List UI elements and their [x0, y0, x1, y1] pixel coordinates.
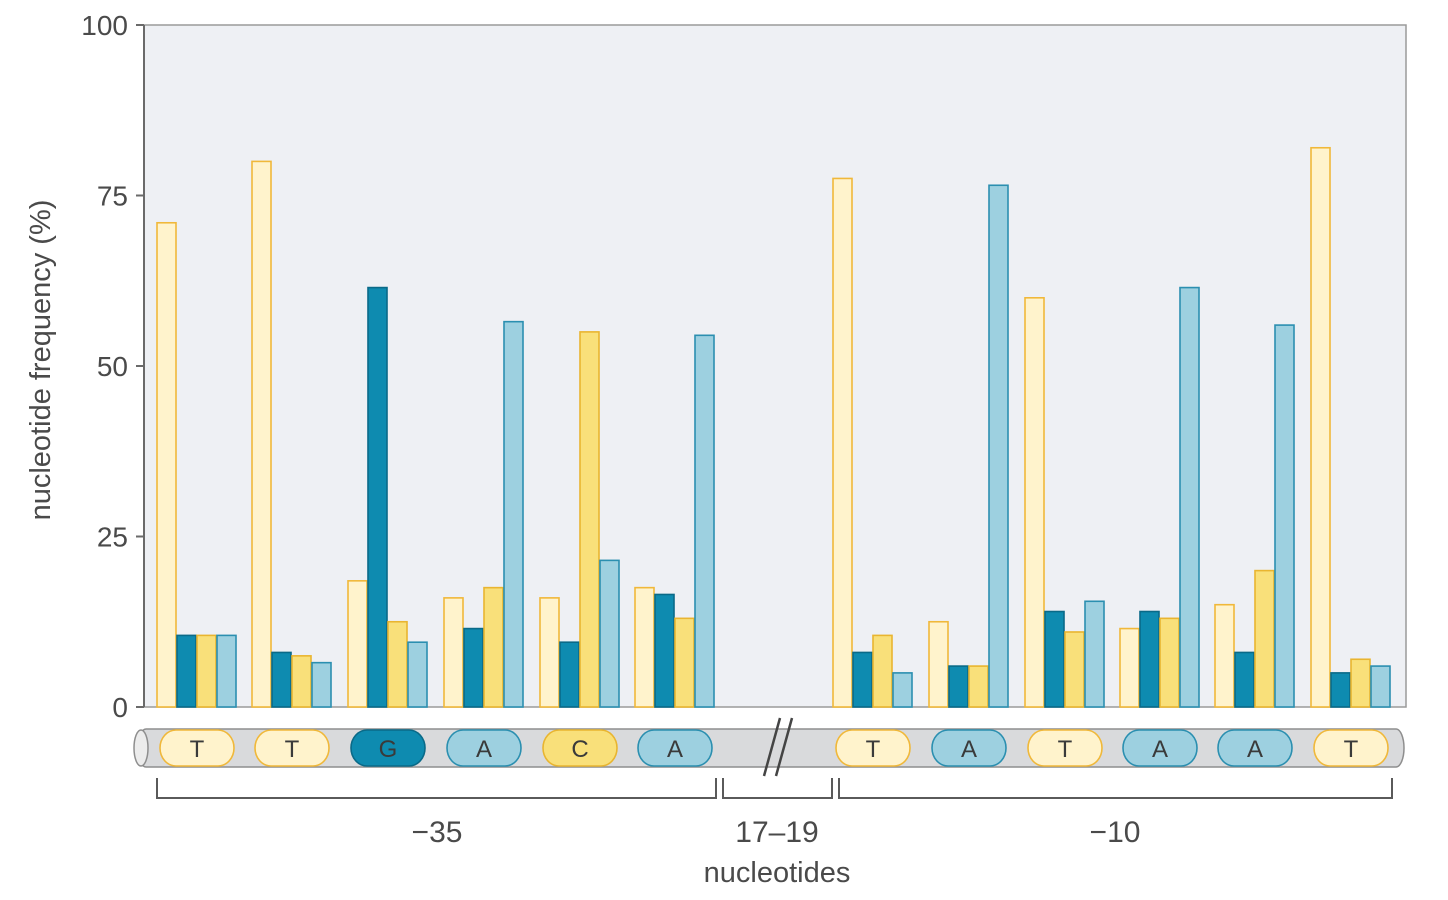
dna-segment-A: [446, 729, 522, 767]
y-tick-label: 0: [112, 692, 128, 723]
bar-T-pos-5: [539, 597, 560, 708]
bar-T-pos-6: [634, 586, 655, 708]
bar-T-pos-4: [443, 597, 464, 708]
bar-G-pos-11: [1234, 651, 1255, 708]
bar-C-pos-5: [579, 331, 600, 708]
bar-A-pos-6: [694, 334, 715, 708]
bar-C-pos-12: [1350, 658, 1371, 708]
dna-segment-A: [931, 729, 1007, 767]
bar-A-pos-12: [1370, 665, 1391, 708]
bar-C-pos-4: [483, 586, 504, 708]
bar-G-pos-10: [1139, 610, 1160, 708]
group-label: 17–19: [735, 816, 818, 849]
bar-A-pos-4: [503, 320, 524, 708]
sequence-letter: G: [379, 736, 398, 763]
bar-C-pos-6: [674, 617, 695, 708]
bar-A-pos-9: [1084, 600, 1105, 708]
y-tick-label: 25: [97, 522, 128, 553]
bar-C-pos-1: [196, 634, 217, 708]
bar-C-pos-3: [387, 620, 408, 708]
bar-T-pos-12: [1310, 146, 1331, 708]
bar-series: [156, 146, 1391, 708]
bar-C-pos-9: [1064, 631, 1085, 708]
bar-G-pos-8: [948, 665, 969, 708]
x-axis-label: nucleotides: [704, 857, 851, 889]
bar-T-pos-11: [1214, 603, 1235, 708]
y-axis-label: nucleotide frequency (%): [25, 200, 57, 521]
group-brackets: −35 17–19 −10: [156, 778, 1393, 849]
sequence-letter: A: [961, 736, 977, 763]
bar-T-pos-7: [832, 177, 853, 708]
dna-segment-T: [835, 729, 911, 767]
bar-A-pos-10: [1179, 286, 1200, 708]
bar-G-pos-9: [1044, 610, 1065, 708]
sequence-letter: T: [1344, 736, 1359, 763]
dna-segment-T: [1027, 729, 1103, 767]
bar-C-pos-7: [872, 634, 893, 708]
bar-C-pos-2: [291, 655, 312, 708]
break-mark: [774, 717, 794, 777]
sequence-letter: A: [1152, 736, 1168, 763]
dna-segment-G: [350, 729, 426, 767]
sequence-letter: C: [571, 736, 588, 763]
bar-A-pos-1: [216, 634, 237, 708]
dna-segment-A: [637, 729, 713, 767]
group-bracket: [838, 778, 1393, 799]
bar-G-pos-6: [654, 593, 675, 708]
bar-G-pos-3: [367, 286, 388, 708]
bar-T-pos-10: [1119, 627, 1140, 708]
sequence-letter: T: [1058, 736, 1073, 763]
sequence-letter: T: [190, 736, 205, 763]
bar-G-pos-1: [176, 634, 197, 708]
dna-segment-A: [1217, 729, 1293, 767]
bar-G-pos-5: [559, 641, 580, 708]
bar-A-pos-8: [988, 184, 1009, 708]
bar-G-pos-2: [271, 651, 292, 708]
sequence-letter: A: [667, 736, 683, 763]
break-mark: [762, 717, 782, 777]
bar-A-pos-2: [311, 661, 332, 708]
bar-A-pos-11: [1274, 324, 1295, 708]
sequence-letter: T: [866, 736, 881, 763]
bar-T-pos-9: [1024, 296, 1045, 708]
bar-T-pos-8: [928, 620, 949, 708]
dna-segment-C: [542, 729, 618, 767]
bar-A-pos-7: [892, 672, 913, 708]
y-tick-label: 50: [97, 351, 128, 382]
bar-G-pos-12: [1330, 672, 1351, 708]
sequence-letter: A: [1247, 736, 1263, 763]
group-bracket: [156, 778, 717, 799]
sequence-letter: T: [285, 736, 300, 763]
group-bracket: [722, 778, 833, 799]
y-tick-label: 100: [81, 10, 128, 41]
group-label: −35: [412, 816, 463, 849]
bar-G-pos-7: [852, 651, 873, 708]
bar-T-pos-2: [251, 160, 272, 708]
group-label: −10: [1090, 816, 1141, 849]
y-tick-label: 75: [97, 181, 128, 212]
bar-T-pos-1: [156, 221, 177, 708]
bar-T-pos-3: [347, 580, 368, 708]
dna-segment-T: [1313, 729, 1389, 767]
bar-A-pos-3: [407, 641, 428, 708]
dna-segment-T: [159, 729, 235, 767]
bar-C-pos-11: [1254, 569, 1275, 708]
dna-segment-T: [254, 729, 330, 767]
bar-C-pos-8: [968, 665, 989, 708]
bar-C-pos-10: [1159, 617, 1180, 708]
dna-end-cap: [133, 729, 149, 767]
bar-G-pos-4: [463, 627, 484, 708]
bar-A-pos-5: [599, 559, 620, 708]
y-axis: 0 25 50 75 100: [81, 10, 145, 723]
dna-segment-A: [1122, 729, 1198, 767]
sequence-letter: A: [476, 736, 492, 763]
